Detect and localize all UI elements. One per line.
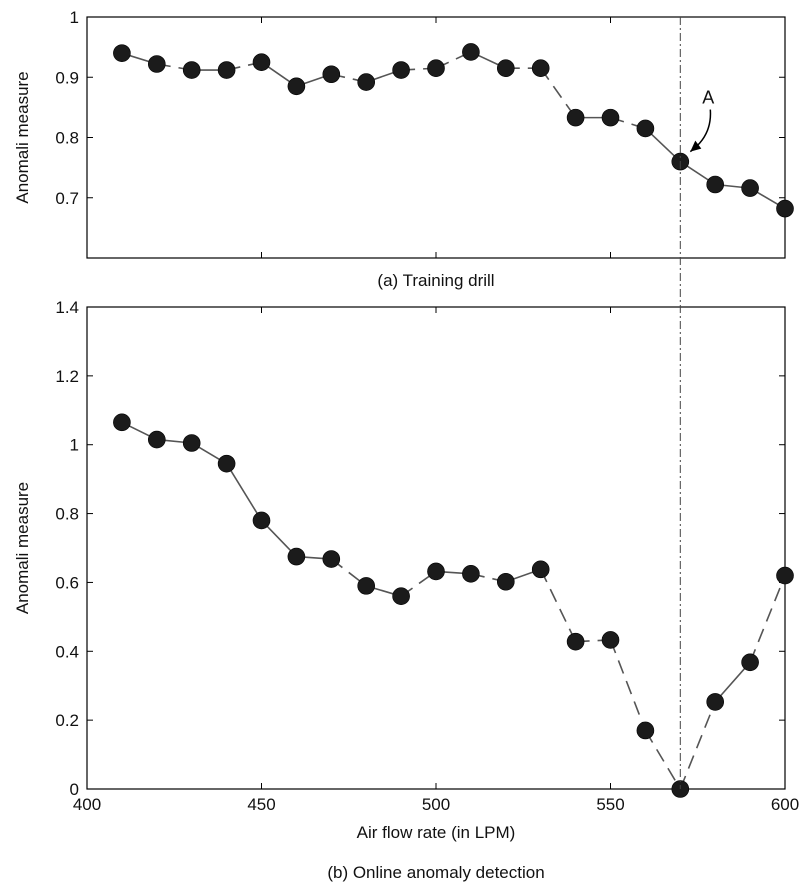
data-point — [252, 53, 271, 71]
panel-a-ylabel: Anomali measure — [13, 71, 32, 203]
series-segment — [749, 575, 786, 663]
data-point — [601, 631, 620, 649]
data-point — [776, 199, 794, 218]
annotation-arrowhead — [690, 140, 702, 152]
series-segment — [539, 568, 577, 642]
y-tick-label: 1.4 — [55, 298, 79, 317]
data-point — [148, 55, 166, 73]
data-point — [287, 77, 306, 96]
data-point — [636, 721, 655, 740]
x-tick-label: 600 — [771, 795, 799, 814]
panel-training-drill: 0.7 0.8 0.9 1 Anomali measure (a) Training … — [13, 8, 794, 290]
series-segment — [644, 730, 681, 790]
data-point — [427, 562, 445, 581]
data-point — [357, 73, 376, 91]
data-point — [636, 119, 655, 138]
data-point — [148, 430, 166, 449]
x-tick-label: 400 — [73, 795, 101, 814]
panel-b-xlabel: Air flow rate (in LPM) — [357, 823, 516, 842]
y-tick-label: 1 — [70, 8, 79, 27]
data-point — [322, 65, 341, 84]
data-point — [427, 59, 445, 78]
y-tick-label: 0.6 — [55, 573, 79, 592]
x-tick-label: 500 — [422, 795, 450, 814]
y-tick-label: 0.8 — [55, 505, 79, 524]
data-point — [566, 108, 585, 127]
data-point — [357, 577, 376, 595]
y-tick-label: 0.8 — [55, 129, 79, 148]
y-tick-label: 0.9 — [55, 68, 79, 87]
x-tick-label: 550 — [596, 795, 624, 814]
data-point — [287, 547, 306, 566]
data-point — [113, 413, 131, 432]
data-point — [392, 587, 410, 606]
series-segment — [225, 463, 263, 521]
data-point — [217, 61, 236, 79]
data-point — [182, 434, 201, 452]
y-tick-label: 0.7 — [55, 189, 79, 208]
data-point — [113, 44, 131, 62]
data-point — [741, 653, 759, 672]
data-point — [322, 550, 341, 568]
data-point — [706, 175, 725, 194]
panel-b-series — [113, 413, 794, 798]
data-point — [531, 59, 550, 78]
y-tick-label: 1.2 — [55, 367, 79, 386]
panel-a-ticks: 0.7 0.8 0.9 1 — [55, 8, 785, 258]
panel-b-ticks: 0 0.2 0.4 0.6 0.8 1 1.2 1.4 400 450 500 550 600 — [55, 298, 799, 814]
data-point — [217, 454, 236, 473]
annotation-label: A — [702, 88, 714, 108]
data-point — [182, 61, 201, 79]
series-segment — [540, 67, 577, 119]
panel-a-caption: (a) Training drill — [377, 271, 494, 290]
panel-b-ylabel: Anomali measure — [13, 482, 32, 614]
panel-a-series — [113, 43, 794, 218]
y-tick-label: 1 — [70, 436, 79, 455]
panel-online-detection: 0 0.2 0.4 0.6 0.8 1 1.2 1.4 400 450 500 550 600 Anom… — [13, 298, 799, 882]
data-point — [706, 693, 725, 711]
x-tick-label: 450 — [247, 795, 275, 814]
data-point — [776, 566, 794, 585]
series-segment — [679, 701, 716, 790]
data-point — [496, 572, 515, 591]
y-tick-label: 0.4 — [55, 642, 79, 661]
data-point — [462, 43, 480, 61]
data-point — [462, 565, 480, 583]
data-point — [741, 179, 759, 197]
data-point — [252, 511, 271, 530]
y-tick-label: 0 — [70, 780, 79, 799]
series-segment — [609, 639, 647, 731]
panel-b-caption: (b) Online anomaly detection — [327, 863, 544, 882]
data-point — [566, 632, 585, 651]
y-tick-label: 0.2 — [55, 711, 79, 730]
data-point — [601, 108, 620, 127]
data-point — [531, 560, 550, 579]
data-point — [496, 59, 515, 78]
data-point — [392, 61, 410, 79]
